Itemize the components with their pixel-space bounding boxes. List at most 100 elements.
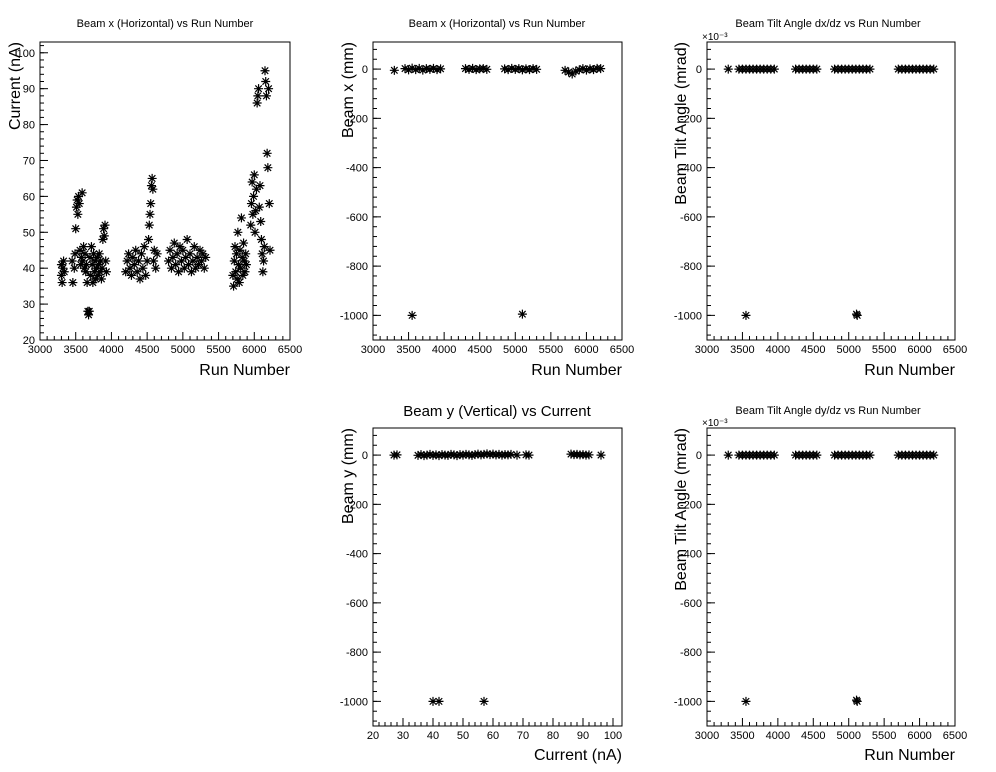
data-point [188, 256, 198, 266]
data-point [57, 278, 67, 288]
data-point [93, 270, 103, 280]
data-point [251, 206, 261, 216]
data-point [144, 234, 154, 244]
y-tick-label: 40 [23, 263, 35, 275]
data-point [229, 256, 239, 266]
data-point [524, 450, 534, 460]
data-point [264, 199, 274, 209]
y-tick-label: 0 [696, 450, 702, 462]
data-point [407, 310, 417, 320]
plot-p1: Beam x (Horizontal) vs Run Number 3000 350… [7, 18, 302, 379]
x-axis-label: Current (nA) [534, 747, 622, 764]
plot-p4: Beam y (Vertical) vs Current 20 30 40 50 60 70… [340, 403, 623, 764]
y-tick-label: -600 [346, 212, 368, 224]
data-point [99, 231, 109, 241]
y-tick-label: -600 [346, 598, 368, 610]
data-point [94, 249, 104, 259]
x-tick-label: 50 [457, 730, 469, 742]
data-point [94, 260, 104, 270]
data-point [769, 450, 779, 460]
data-point [261, 76, 271, 86]
data-point [234, 260, 244, 270]
data-point [99, 224, 109, 234]
data-point [196, 256, 206, 266]
x-tick-label: 3500 [730, 344, 754, 356]
data-point [596, 64, 606, 74]
data-point [585, 64, 595, 74]
x-tick-label: 5500 [206, 344, 230, 356]
plot-title: Beam Tilt Angle dx/dz vs Run Number [735, 18, 921, 30]
x-tick-label: 5000 [836, 730, 860, 742]
data-point [166, 263, 176, 273]
data-point [392, 450, 402, 460]
data-point [478, 64, 488, 74]
x-tick-label: 4500 [801, 344, 825, 356]
x-tick-label: 3000 [695, 730, 719, 742]
x-tick-label: 6000 [242, 344, 266, 356]
data-point [71, 224, 81, 234]
data-point [234, 278, 244, 288]
data-point [139, 242, 149, 252]
x-axis-label: Run Number [864, 747, 955, 764]
data-point [58, 263, 68, 273]
plot-frame [39, 41, 291, 341]
x-tick-label: 5500 [872, 730, 896, 742]
x-tick-label: 6500 [943, 730, 967, 742]
data-point [261, 91, 271, 101]
data-point [68, 278, 78, 288]
data-points [389, 63, 606, 320]
x-axis-label: Run Number [531, 362, 622, 379]
data-point [182, 234, 192, 244]
y-tick-label: -1000 [340, 696, 368, 708]
y-axis-label: Beam x (mm) [340, 42, 357, 138]
x-tick-label: 3000 [695, 344, 719, 356]
data-point [237, 252, 247, 262]
y-tick-label: 50 [23, 227, 35, 239]
data-point [400, 64, 410, 74]
data-point [89, 249, 99, 259]
data-point [723, 64, 733, 74]
data-point [404, 65, 414, 75]
data-point [59, 256, 69, 266]
y-axis-label: Beam Tilt Angle (mrad) [673, 42, 690, 205]
data-point [482, 64, 492, 74]
data-point [517, 309, 527, 319]
data-point [124, 249, 134, 259]
x-tick-label: 4500 [135, 344, 159, 356]
data-point [252, 98, 262, 108]
x-tick-label: 6500 [943, 344, 967, 356]
data-point [264, 84, 274, 94]
data-point [532, 64, 542, 74]
data-point [434, 696, 444, 706]
data-point [201, 252, 211, 262]
y-tick-label: 100 [17, 48, 35, 60]
data-point [121, 267, 131, 277]
plot-title: Beam x (Horizontal) vs Run Number [409, 18, 586, 30]
data-point [86, 242, 96, 252]
data-point [411, 65, 421, 75]
data-point [56, 260, 66, 270]
data-point [82, 278, 92, 288]
data-point [452, 451, 462, 461]
x-tick-label: 40 [427, 730, 439, 742]
data-point [929, 64, 939, 74]
data-point [129, 260, 139, 270]
data-point [149, 256, 159, 266]
y-axis-label: Current (nA) [7, 42, 24, 130]
data-point [434, 451, 444, 461]
data-point [185, 249, 195, 259]
data-point [414, 63, 424, 73]
data-point [85, 252, 95, 262]
data-point [581, 65, 591, 75]
data-point [506, 449, 516, 459]
data-point [510, 64, 520, 74]
y-tick-label: -800 [680, 261, 702, 273]
data-point [98, 234, 108, 244]
y-tick-label: -400 [680, 549, 702, 561]
data-point [246, 199, 256, 209]
data-point [421, 64, 431, 74]
data-point [852, 309, 862, 319]
data-point [507, 63, 517, 73]
data-point [67, 256, 77, 266]
